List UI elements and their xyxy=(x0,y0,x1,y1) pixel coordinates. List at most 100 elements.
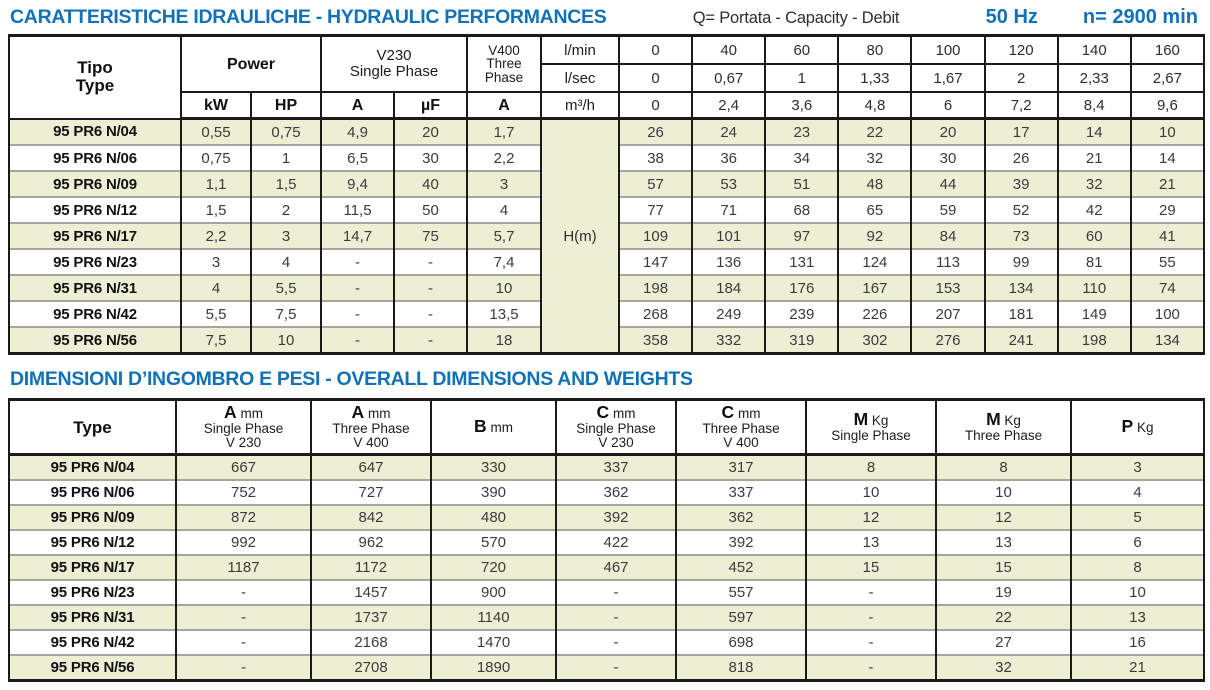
head-value-cell: 134 xyxy=(983,274,1059,301)
v230-line1: V230 xyxy=(376,47,412,64)
dim-col-letter-line: P Kg xyxy=(1073,416,1202,436)
current-a400-cell: 7,4 xyxy=(466,248,543,275)
head-value-cell: 34 xyxy=(764,144,840,171)
dimension-value-cell: 1737 xyxy=(310,604,432,630)
dimension-value-cell: 15 xyxy=(805,554,937,580)
dimension-value-cell: - xyxy=(805,629,937,655)
dim-col-letter-line: C mm xyxy=(678,403,804,422)
capacitor-uf-cell: 75 xyxy=(393,222,469,249)
power-hp-cell: 4 xyxy=(249,248,323,275)
capacitor-uf-cell: - xyxy=(393,274,469,301)
pump-model-cell: 95 PR6 N/23 xyxy=(8,248,182,275)
dimension-value-cell: 842 xyxy=(310,504,432,530)
current-a-cell: - xyxy=(320,326,396,354)
head-value-cell: 81 xyxy=(1056,248,1132,275)
power-kw-cell: 0,55 xyxy=(180,117,252,145)
dim-col-letter-line: A mm xyxy=(313,403,429,422)
type-label: Type xyxy=(75,76,115,96)
dimensions-table: Type A mm Single Phase V 230 A mm Three Phas… xyxy=(8,398,1205,682)
dim-col-voltage: V 400 xyxy=(723,435,759,450)
tipo-label: Tipo xyxy=(77,58,113,78)
head-value-cell: 21 xyxy=(1129,170,1206,197)
dim-model-cell: 95 PR6 N/17 xyxy=(8,554,177,580)
head-value-cell: 23 xyxy=(764,117,840,145)
v400-line1: V400 xyxy=(488,42,520,58)
speed-label: n= 2900 min xyxy=(1082,6,1198,28)
capacitor-uf-cell: - xyxy=(393,326,469,354)
dim-col-header: C mm Single Phase V 230 xyxy=(555,398,677,456)
power-hp-cell: 0,75 xyxy=(249,117,323,145)
dim-col-letter-line: M Kg xyxy=(808,409,934,429)
dimension-value-cell: 992 xyxy=(175,529,312,555)
head-value-cell: 101 xyxy=(691,222,767,249)
head-value-cell: 55 xyxy=(1129,248,1206,275)
head-value-cell: 99 xyxy=(983,248,1059,275)
dim-col-header: M Kg Single Phase xyxy=(805,398,937,456)
head-value-cell: 20 xyxy=(910,117,986,145)
flow-value-cell: 2,33 xyxy=(1056,63,1132,93)
head-value-cell: 59 xyxy=(910,196,986,223)
current-a-cell: 6,5 xyxy=(320,144,396,171)
dimension-value-cell: 13 xyxy=(935,529,1072,555)
dim-col-letter: P xyxy=(1121,416,1134,436)
flow-value-cell: 80 xyxy=(837,34,913,65)
dim-model-cell: 95 PR6 N/56 xyxy=(8,654,177,681)
flow-value-cell: 140 xyxy=(1056,34,1132,65)
v230-line2: Single Phase xyxy=(349,63,439,80)
dimension-value-cell: 10 xyxy=(1070,579,1205,605)
power-header: Power xyxy=(179,34,323,93)
dimension-value-cell: 10 xyxy=(805,479,937,505)
head-value-cell: 74 xyxy=(1129,274,1206,301)
flow-value-cell: 1,33 xyxy=(837,63,913,93)
power-kw-cell: 1,5 xyxy=(180,196,252,223)
head-value-cell: 60 xyxy=(1056,222,1132,249)
current-a400-cell: 3 xyxy=(466,170,543,197)
pump-model-cell: 95 PR6 N/06 xyxy=(8,144,182,171)
pump-model-cell: 95 PR6 N/31 xyxy=(8,274,182,301)
current-a400-cell: 18 xyxy=(466,326,543,354)
dim-col-letter-line: M Kg xyxy=(938,410,1069,429)
head-value-cell: 198 xyxy=(1056,326,1132,354)
head-value-cell: 207 xyxy=(910,300,986,327)
dimension-value-cell: 8 xyxy=(935,453,1072,480)
head-value-cell: 100 xyxy=(1129,300,1206,327)
dim-col-letter: M xyxy=(853,409,869,429)
capacitor-uf-header: µF xyxy=(393,91,469,120)
pump-model-cell: 95 PR6 N/09 xyxy=(8,170,182,197)
flow-value-cell: 9,6 xyxy=(1129,91,1206,120)
head-value-cell: 38 xyxy=(618,144,694,171)
dimension-row: 95 PR6 N/31-1737 1140-597-22 13 xyxy=(8,604,1205,630)
dim-col-unit: Kg xyxy=(871,413,889,428)
dim-model-cell: 95 PR6 N/04 xyxy=(8,453,177,480)
dimension-value-cell: 32 xyxy=(935,654,1072,681)
dimension-value-cell: - xyxy=(555,654,677,681)
dim-col-letter-line: B mm xyxy=(433,417,554,436)
head-value-cell: 302 xyxy=(837,326,913,354)
head-value-cell: 358 xyxy=(618,326,694,354)
head-value-cell: 68 xyxy=(764,196,840,223)
capacitor-uf-cell: - xyxy=(393,300,469,327)
dimensions-title: DIMENSIONI D’INGOMBRO E PESI - OVERALL D… xyxy=(10,368,693,390)
dimension-value-cell: 1890 xyxy=(430,654,557,681)
dimension-value-cell: 27 xyxy=(935,629,1072,655)
head-value-cell: 14 xyxy=(1056,117,1132,145)
head-value-cell: 21 xyxy=(1056,144,1132,171)
head-value-cell: 26 xyxy=(983,144,1059,171)
capacitor-uf-cell: 30 xyxy=(393,144,469,171)
current-a-cell: - xyxy=(320,300,396,327)
power-hp-cell: 1,5 xyxy=(249,170,323,197)
pump-row: 95 PR6 N/23 3 4- -7,4 147 136 131 124 113 99 81 55 xyxy=(8,248,1206,275)
hydraulic-title-bar: CARATTERISTICHE IDRAULICHE - HYDRAULIC P… xyxy=(10,6,1204,30)
current-a400-cell: 13,5 xyxy=(466,300,543,327)
dim-col-phase: Single Phase xyxy=(576,421,656,436)
dimension-value-cell: 1470 xyxy=(430,629,557,655)
flow-value-cell: 40 xyxy=(691,34,767,65)
power-kw-cell: 7,5 xyxy=(180,326,252,354)
dimension-value-cell: 10 xyxy=(935,479,1072,505)
frequency-label: 50 Hz xyxy=(985,6,1038,28)
dim-col-letter: A xyxy=(224,402,237,422)
dimension-value-cell: 8 xyxy=(1070,554,1205,580)
head-value-cell: 241 xyxy=(983,326,1059,354)
head-value-cell: 48 xyxy=(837,170,913,197)
dim-col-header: M Kg Three Phase xyxy=(935,398,1072,456)
